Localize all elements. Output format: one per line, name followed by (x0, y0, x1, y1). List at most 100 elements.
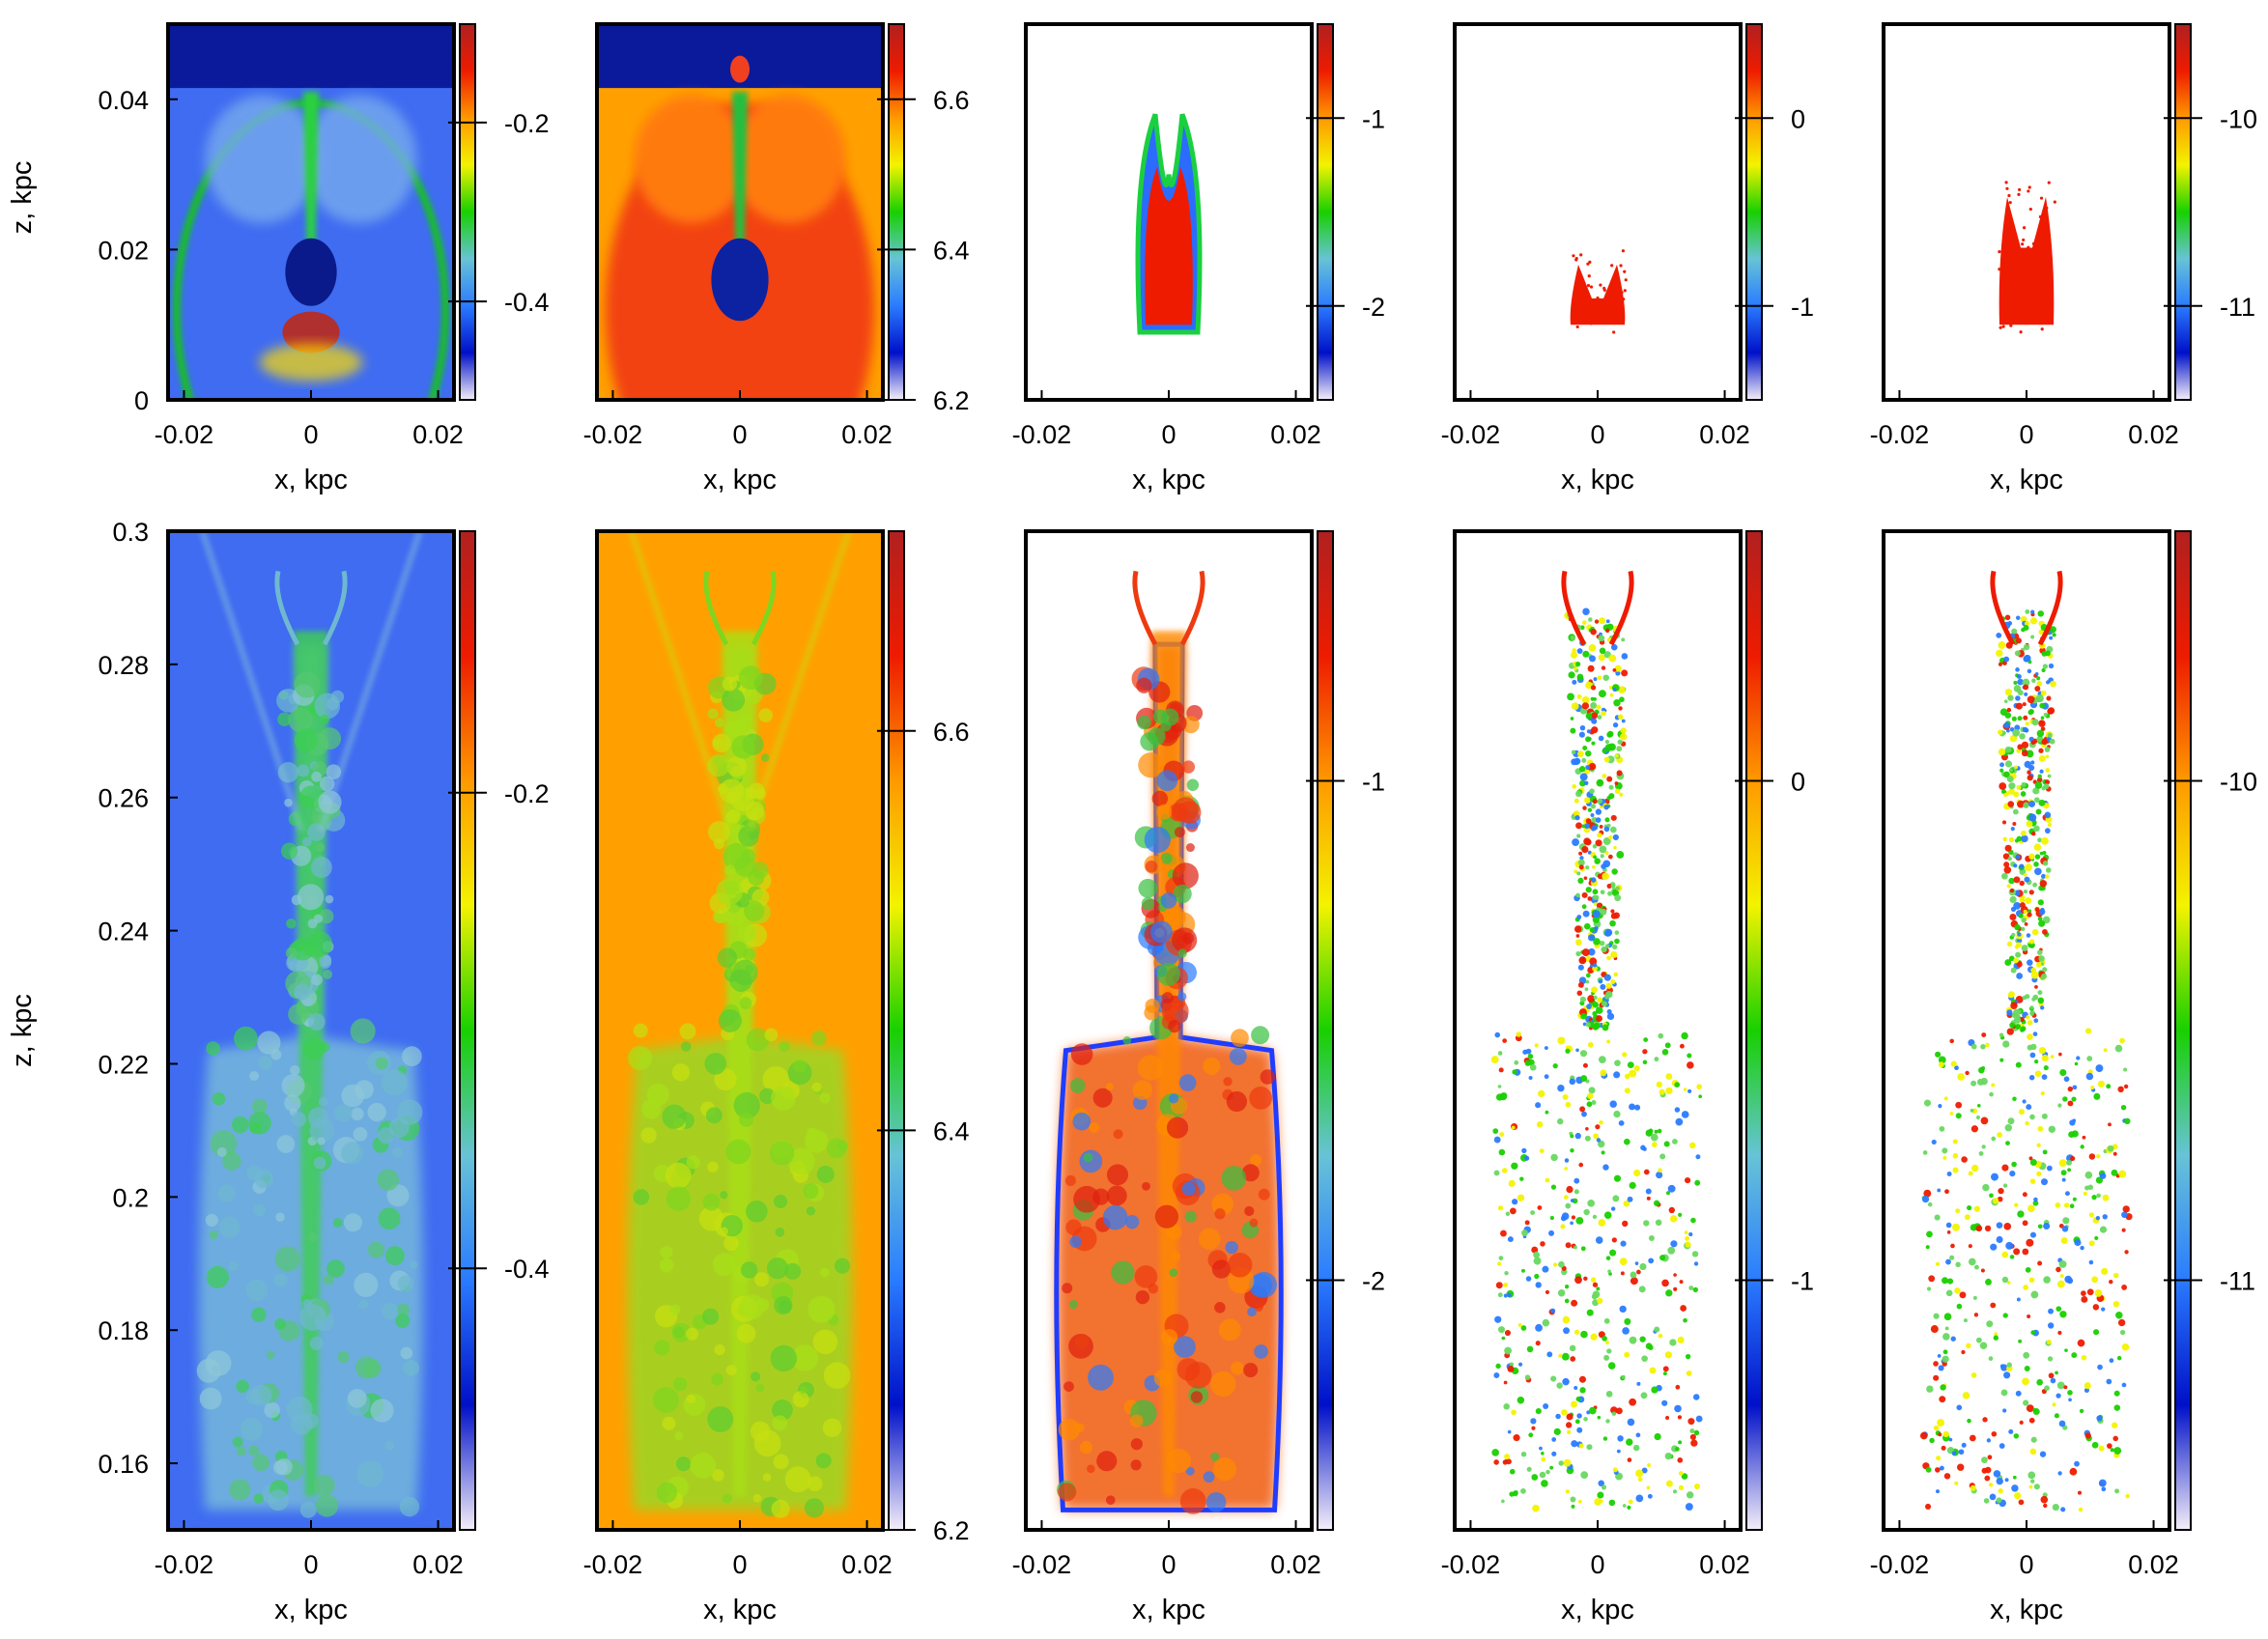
map-speckle (2096, 1415, 2103, 1422)
map-speckle (1577, 981, 1584, 988)
map-speckle (2034, 867, 2042, 876)
map-speckle (1999, 282, 2003, 286)
map-speckle (355, 1356, 379, 1379)
map-speckle (1925, 1245, 1930, 1250)
map-speckle (1619, 1305, 1627, 1314)
map-speckle (1597, 873, 1603, 880)
map-speckle (1603, 805, 1609, 810)
map-speckle (1597, 833, 1602, 838)
map-speckle (1568, 671, 1575, 679)
map-speckle (739, 997, 752, 1009)
map-speckle (2042, 929, 2048, 935)
map-content (1135, 113, 1203, 335)
map-speckle (1497, 1261, 1502, 1266)
map-speckle (1613, 972, 1619, 977)
map-speckle (1058, 1483, 1077, 1502)
map-speckle (2037, 610, 2045, 617)
map-speckle (1205, 1491, 1227, 1512)
map-speckle (1673, 1286, 1678, 1291)
map-speckle (1576, 648, 1583, 654)
map-speckle (234, 1026, 258, 1051)
map-speckle (1529, 1063, 1537, 1071)
map-speckle (2068, 1398, 2072, 1402)
map-content (168, 24, 454, 400)
map-speckle (1518, 1362, 1523, 1367)
map-speckle (2036, 735, 2044, 743)
map-speckle (285, 947, 298, 959)
map-speckle (1557, 1036, 1566, 1045)
map-speckle (1592, 1290, 1601, 1299)
map-speckle (332, 1218, 343, 1228)
map-speckle (1578, 766, 1586, 773)
map-speckle (1614, 894, 1622, 902)
map-speckle (1629, 1181, 1636, 1190)
map-speckle (2013, 876, 2021, 884)
map-speckle (1606, 955, 1611, 961)
map-speckle (680, 1041, 692, 1052)
map-speckle (1511, 1162, 1518, 1170)
map-speckle (1156, 962, 1180, 986)
map-speckle (1214, 1302, 1226, 1314)
map-speckle (2029, 617, 2038, 625)
map-speckle (1632, 1444, 1640, 1452)
map-speckle (764, 1028, 779, 1042)
map-speckle (1149, 920, 1173, 944)
map-speckle (1683, 1317, 1687, 1323)
map-speckle (1981, 1032, 1987, 1038)
map-speckle (1981, 1144, 1986, 1149)
map-speckle (1562, 1315, 1571, 1324)
map-speckle (1989, 1493, 1997, 1501)
map-speckle (1606, 776, 1613, 782)
map-speckle (1579, 1106, 1586, 1113)
map-speckle (1643, 1220, 1650, 1227)
map-speckle (2030, 1330, 2036, 1336)
map-speckle (2109, 1358, 2114, 1364)
map-speckle (1221, 1166, 1247, 1191)
map-speckle (1575, 1216, 1584, 1225)
map-speckle (2018, 1499, 2025, 1506)
map-speckle (1656, 1171, 1663, 1179)
map-speckle (2013, 791, 2020, 798)
map-speckle (646, 1083, 669, 1106)
map-speckle (2030, 1479, 2035, 1484)
map-content (1570, 249, 1628, 334)
map-speckle (2040, 873, 2046, 879)
map-speckle (2086, 1056, 2093, 1061)
map-speckle (720, 1191, 728, 1200)
colorbar-tick-label: 0 (1791, 104, 1805, 133)
map-speckle (2037, 916, 2043, 921)
map-speckle (2112, 1272, 2119, 1279)
map-speckle (2039, 196, 2044, 200)
map-speckle (240, 1418, 264, 1442)
map-speckle (1504, 1454, 1511, 1460)
map-speckle (1600, 983, 1606, 990)
map-speckle (2036, 729, 2045, 738)
map-speckle (1591, 986, 1599, 994)
map-speckle (288, 707, 313, 733)
map-speckle (2059, 1068, 2067, 1077)
y-tick-label: 0.22 (98, 1050, 149, 1079)
map-speckle (307, 1107, 329, 1128)
map-speckle (358, 1299, 369, 1310)
map-speckle (2029, 939, 2035, 945)
map-speckle (1602, 1024, 1609, 1031)
map-speckle (1598, 1480, 1604, 1487)
map-speckle (2025, 1266, 2031, 1273)
map-speckle (2005, 1241, 2014, 1250)
map-speckle (1586, 1101, 1593, 1108)
map-speckle (1961, 1156, 1968, 1163)
map-speckle (1950, 1336, 1956, 1342)
map-speckle (2028, 800, 2036, 807)
map-speckle (1613, 1071, 1621, 1079)
map-speckle (1579, 253, 1583, 257)
map-speckle (2028, 1417, 2035, 1424)
map-speckle (1986, 1438, 1992, 1443)
map-speckle (1954, 1287, 1961, 1294)
map-speckle (1141, 896, 1155, 911)
map-speckle (1225, 1240, 1238, 1255)
map-speckle (1643, 1037, 1649, 1042)
map-speckle (2015, 951, 2022, 958)
map-speckle (1635, 1494, 1644, 1503)
map-speckle (1661, 1399, 1668, 1406)
map-speckle (2024, 921, 2028, 926)
